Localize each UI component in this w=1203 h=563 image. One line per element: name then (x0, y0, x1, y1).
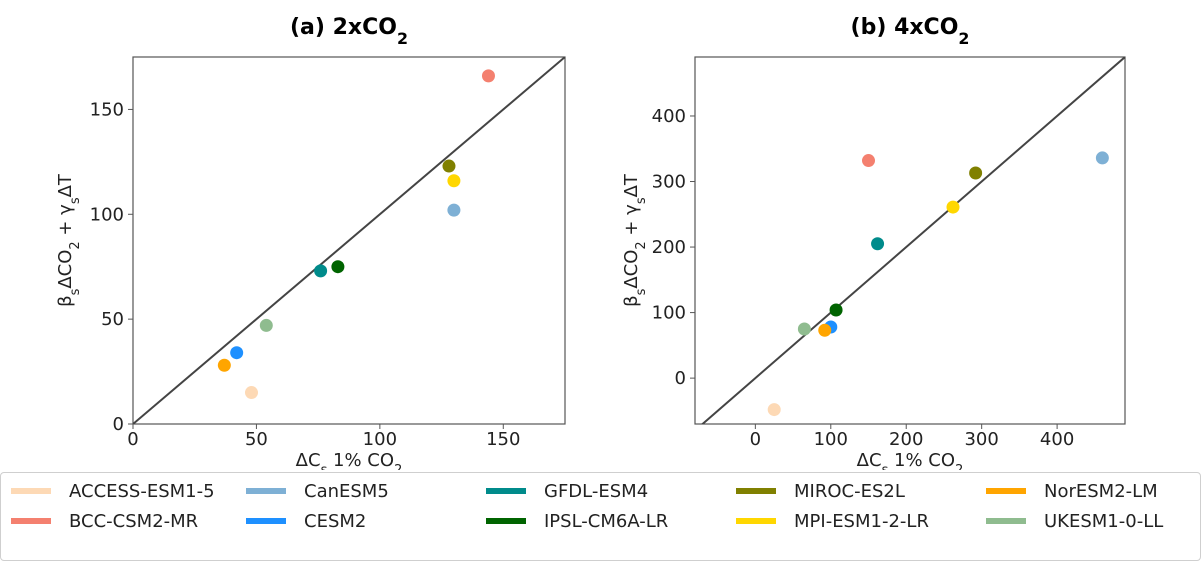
legend-swatch (246, 488, 286, 494)
legend-label: GFDL-ESM4 (544, 480, 649, 502)
y-tick-label: 200 (652, 237, 686, 258)
legend-item: CanESM5 (246, 479, 389, 503)
x-tick-label: 400 (1040, 429, 1074, 450)
legend-label: ACCESS-ESM1-5 (69, 480, 215, 502)
legend-label: MPI-ESM1-2-LR (794, 510, 929, 532)
one-to-one-line (133, 57, 565, 424)
legend-swatch (986, 518, 1026, 524)
axes-frame (132, 56, 566, 425)
y-tick-label: 300 (652, 172, 686, 193)
legend-item: MIROC-ES2L (736, 479, 905, 503)
legend-label: MIROC-ES2L (794, 480, 905, 502)
legend-item: ACCESS-ESM1-5 (11, 479, 215, 503)
legend-item: NorESM2-LM (986, 479, 1158, 503)
legend-swatch (486, 518, 526, 524)
legend-swatch (11, 518, 51, 524)
figure: 0 50 100 150 0 50 100 150 (a) 2xCO2 ΔCs 1% CO2 βsΔ… (55, 15, 1126, 470)
legend-swatch (11, 488, 51, 494)
y-tick-label: 0 (675, 368, 686, 389)
legend-item: BCC-CSM2-MR (11, 509, 198, 533)
legend-label: NorESM2-LM (1044, 480, 1158, 502)
legend-swatch (246, 518, 286, 524)
data-point-mpi-esm1-2-lr (447, 174, 461, 188)
y-tick-label: 100 (90, 204, 124, 225)
chart-panel-0: 0 50 100 150 0 50 100 150 (a) 2xCO2 ΔCs 1% CO2 βsΔ… (55, 15, 566, 470)
x-tick-label: 0 (127, 429, 138, 450)
legend-swatch (486, 488, 526, 494)
data-point-canesm5 (447, 203, 461, 217)
legend-swatch (736, 518, 776, 524)
y-tick-label: 50 (101, 309, 124, 330)
data-point-ukesm1-0-ll (797, 322, 811, 336)
data-point-miroc-es2l (442, 159, 456, 173)
x-tick-label: 0 (750, 429, 761, 450)
data-point-access-esm1-5 (244, 386, 258, 400)
legend: ACCESS-ESM1-5 BCC-CSM2-MR CanESM5 CESM2 GFDL… (0, 472, 1201, 561)
data-point-ipsl-cm6a-lr (331, 260, 345, 274)
x-tick-label: 100 (363, 429, 397, 450)
data-point-access-esm1-5 (767, 403, 781, 417)
legend-item: IPSL-CM6A-LR (486, 509, 668, 533)
data-point-canesm5 (1095, 151, 1109, 165)
data-point-miroc-es2l (969, 166, 983, 180)
data-point-ukesm1-0-ll (259, 318, 273, 332)
data-point-noresm2-lm (217, 358, 231, 372)
x-axis-label: ΔCs 1% CO2 (857, 450, 964, 470)
axes-frame (694, 56, 1126, 425)
x-tick-label: 200 (889, 429, 923, 450)
chart-title: (a) 2xCO2 (290, 15, 408, 48)
data-point-cesm2 (230, 346, 244, 360)
data-point-gfdl-esm4 (871, 237, 885, 251)
one-to-one-line (701, 57, 1125, 424)
y-tick-label: 150 (90, 99, 124, 120)
y-axis-label: βsΔCO2 + γsΔT (55, 173, 83, 307)
data-point-bcc-csm2-mr (481, 69, 495, 83)
legend-item: GFDL-ESM4 (486, 479, 648, 503)
x-axis-label: ΔCs 1% CO2 (296, 450, 403, 470)
legend-label: IPSL-CM6A-LR (544, 510, 669, 532)
data-point-ipsl-cm6a-lr (829, 303, 843, 317)
chart-title: (b) 4xCO2 (851, 15, 970, 48)
y-tick-label: 100 (652, 303, 686, 324)
legend-swatch (986, 488, 1026, 494)
legend-swatch (736, 488, 776, 494)
x-tick-label: 300 (964, 429, 998, 450)
x-tick-label: 100 (814, 429, 848, 450)
y-tick-label: 400 (652, 106, 686, 127)
data-point-bcc-csm2-mr (862, 154, 876, 168)
legend-item: MPI-ESM1-2-LR (736, 509, 929, 533)
y-axis-label: βsΔCO2 + γsΔT (621, 173, 649, 307)
legend-item: CESM2 (246, 509, 366, 533)
data-point-noresm2-lm (818, 323, 832, 337)
data-point-gfdl-esm4 (314, 264, 328, 278)
x-tick-label: 50 (245, 429, 268, 450)
legend-label: BCC-CSM2-MR (69, 510, 199, 532)
data-point-mpi-esm1-2-lr (946, 200, 960, 214)
chart-panel-1: 0 100 200 300 400 0 100 200 300 400 (b) 4xCO2 ΔCs 1… (621, 15, 1126, 470)
legend-label: CESM2 (304, 510, 367, 532)
x-tick-label: 150 (486, 429, 520, 450)
legend-label: CanESM5 (304, 480, 389, 502)
legend-label: UKESM1-0-LL (1044, 510, 1164, 532)
y-tick-label: 0 (113, 414, 124, 435)
legend-item: UKESM1-0-LL (986, 509, 1163, 533)
